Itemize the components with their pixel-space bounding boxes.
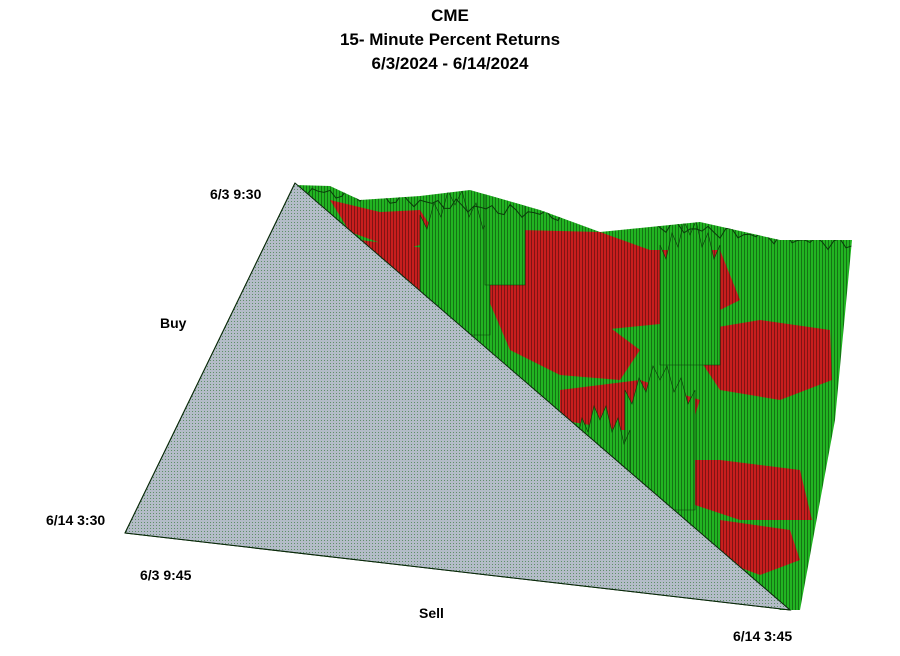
sell-axis-edge bbox=[124, 532, 791, 611]
buy-axis-edge bbox=[124, 182, 296, 534]
surface-peak-right bbox=[659, 220, 721, 366]
buy-axis-start-label: 6/3 9:30 bbox=[210, 186, 262, 202]
chart-subtitle: 15- Minute Percent Returns bbox=[339, 30, 561, 49]
surface-red-region-4 bbox=[480, 280, 640, 380]
chart-title: CME bbox=[431, 6, 469, 25]
surface-red-region-5 bbox=[700, 320, 832, 400]
sell-axis-label: Sell bbox=[419, 605, 444, 621]
sell-axis-start-label: 6/3 9:45 bbox=[140, 567, 192, 583]
surface-red-region-1 bbox=[330, 200, 440, 250]
surface-red-region-8 bbox=[720, 520, 800, 575]
chart-date-range: 6/3/2024 - 6/14/2024 bbox=[371, 54, 529, 73]
sell-axis-end-label: 6/14 3:45 bbox=[733, 628, 793, 644]
surface-peak-mid bbox=[624, 365, 696, 511]
buy-axis-label: Buy bbox=[160, 315, 187, 331]
buy-axis-end-label: 6/14 3:30 bbox=[46, 512, 106, 528]
